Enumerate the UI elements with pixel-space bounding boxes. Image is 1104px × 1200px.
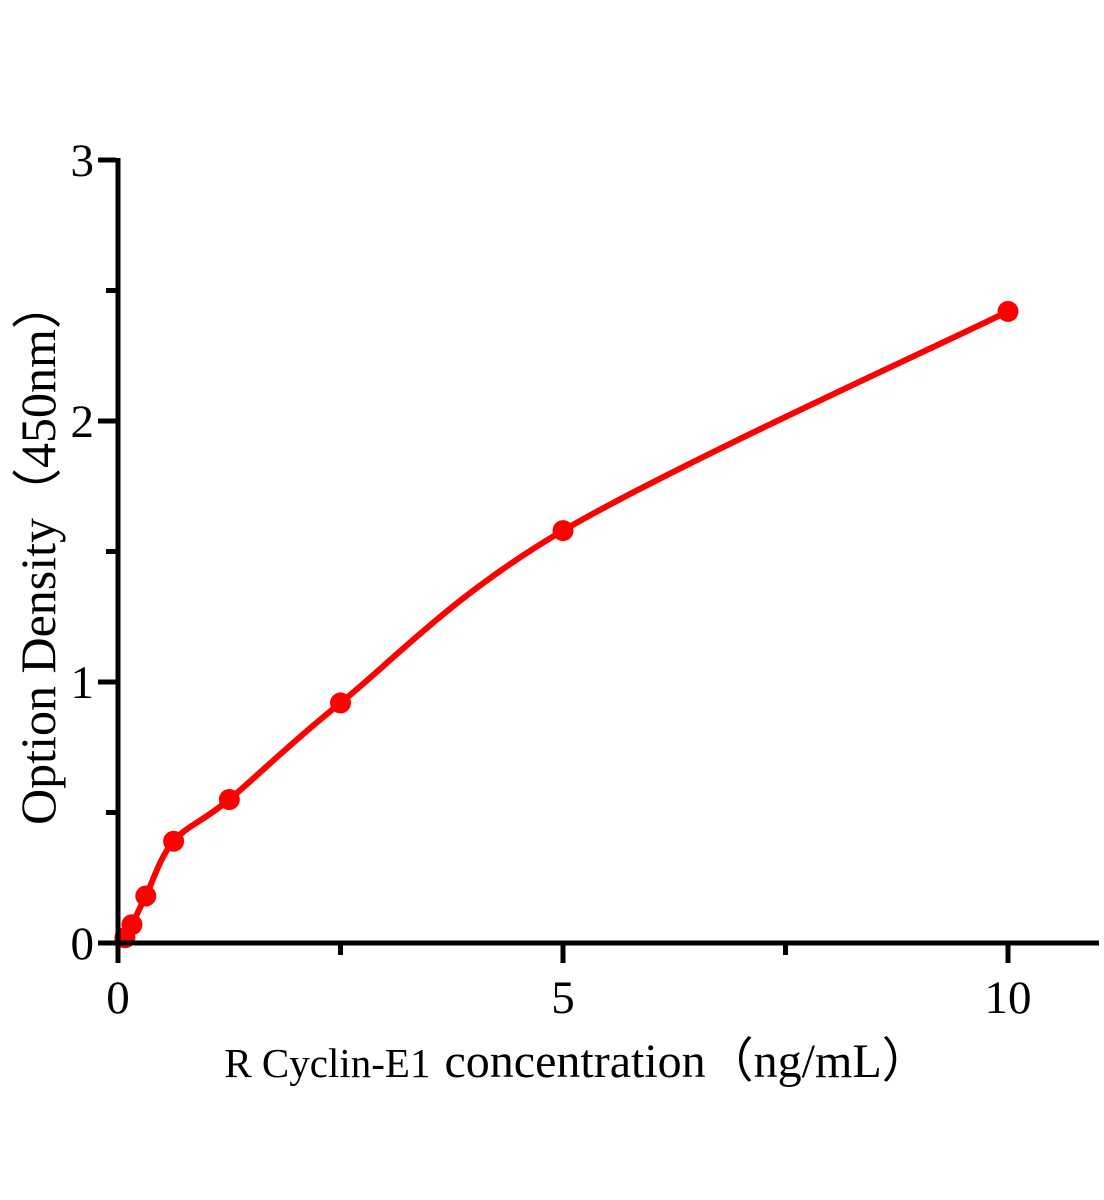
x-axis-tick-label: 0 <box>106 972 130 1024</box>
y-axis-tick-label: 0 <box>71 918 95 970</box>
x-axis-title-analyte: R Cyclin-E1 <box>224 1040 431 1086</box>
standard-curve-line <box>115 308 1011 946</box>
x-axis-tick-label: 5 <box>551 972 575 1024</box>
data-point-marker <box>218 789 240 810</box>
x-axis-title-units: concentration（ng/mL） <box>444 1035 930 1088</box>
x-axis-title: R Cyclin-E1 concentration（ng/mL） <box>127 1030 1027 1094</box>
data-point-marker <box>163 830 185 852</box>
y-axis-title: Option Density（450nm） <box>10 279 66 825</box>
data-point-marker <box>552 520 574 542</box>
y-axis-tick-label: 2 <box>71 396 95 448</box>
data-point-marker <box>121 914 143 936</box>
x-axis-tick-label: 10 <box>985 972 1032 1024</box>
data-point-marker <box>997 300 1019 322</box>
y-axis-tick-label: 1 <box>71 657 95 709</box>
data-point-marker <box>135 885 157 907</box>
y-axis-tick-label: 3 <box>71 135 95 187</box>
data-point-marker <box>330 692 351 714</box>
